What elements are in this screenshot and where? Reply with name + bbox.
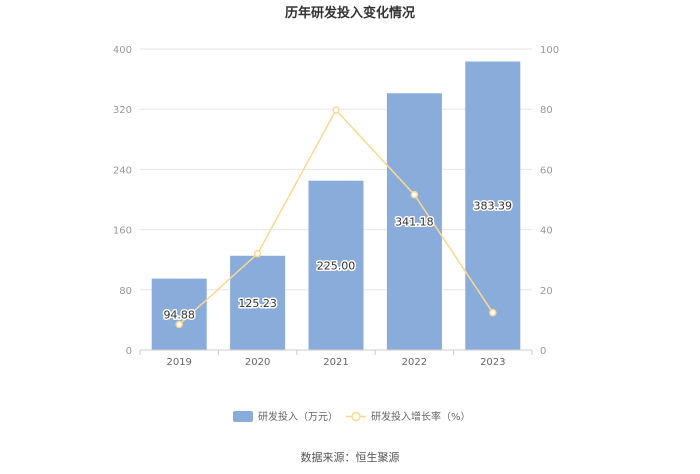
bar[interactable]	[308, 180, 364, 350]
chart-title: 历年研发投入变化情况	[285, 5, 415, 21]
bar-labels: 94.88 125.23 225.00 341.18 383.39	[162, 198, 514, 323]
x-tick-label: 2023	[480, 357, 505, 368]
legend-label-line[interactable]: 研发投入增长率（%）	[371, 410, 471, 423]
y-left-tick-label: 400	[113, 45, 132, 56]
line-point[interactable]	[489, 308, 497, 317]
line-point[interactable]	[410, 190, 419, 199]
bar[interactable]	[151, 278, 207, 350]
bar[interactable]	[465, 61, 521, 350]
y-right-axis: 0 20 40 60 80 100	[540, 45, 559, 357]
line-point[interactable]	[332, 106, 340, 114]
bar-value-label: 383.39	[474, 200, 513, 213]
bar[interactable]	[230, 255, 286, 350]
line-series	[175, 106, 497, 329]
y-right-tick-label: 100	[540, 45, 559, 56]
y-right-tick-label: 40	[540, 226, 553, 237]
bar-value-label: 94.88	[163, 308, 195, 321]
y-left-tick-label: 160	[113, 226, 132, 237]
x-axis: 2019 2020 2021 2022 2023	[139, 349, 533, 368]
y-right-tick-label: 20	[540, 286, 553, 297]
y-right-tick-label: 0	[540, 346, 546, 357]
x-tick-label: 2020	[245, 357, 270, 368]
y-left-tick-label: 0	[126, 346, 132, 357]
legend-swatch-bar[interactable]	[233, 411, 253, 422]
y-left-tick-label: 240	[113, 165, 132, 176]
bar-value-label: 341.18	[395, 216, 434, 229]
y-left-axis: 0 80 160 240 320 400	[113, 45, 132, 357]
bar-value-label: 225.00	[317, 259, 356, 272]
y-right-tick-label: 80	[540, 105, 553, 116]
source-text: 数据来源：恒生聚源	[301, 450, 400, 464]
x-tick-label: 2019	[166, 357, 191, 368]
bar-value-label: 125.23	[238, 297, 277, 310]
y-right-tick-label: 60	[540, 165, 553, 176]
y-left-tick-label: 320	[113, 105, 132, 116]
x-tick-label: 2021	[323, 357, 348, 368]
line-point[interactable]	[175, 320, 183, 329]
y-left-tick-label: 80	[119, 286, 132, 297]
legend-label-bar[interactable]: 研发投入（万元）	[258, 410, 338, 423]
x-tick-label: 2022	[402, 357, 427, 368]
bar-series	[151, 61, 521, 350]
legend: 研发投入（万元） 研发投入增长率（%）	[233, 410, 471, 423]
legend-swatch-line-marker	[351, 411, 361, 422]
line-point[interactable]	[253, 249, 262, 258]
